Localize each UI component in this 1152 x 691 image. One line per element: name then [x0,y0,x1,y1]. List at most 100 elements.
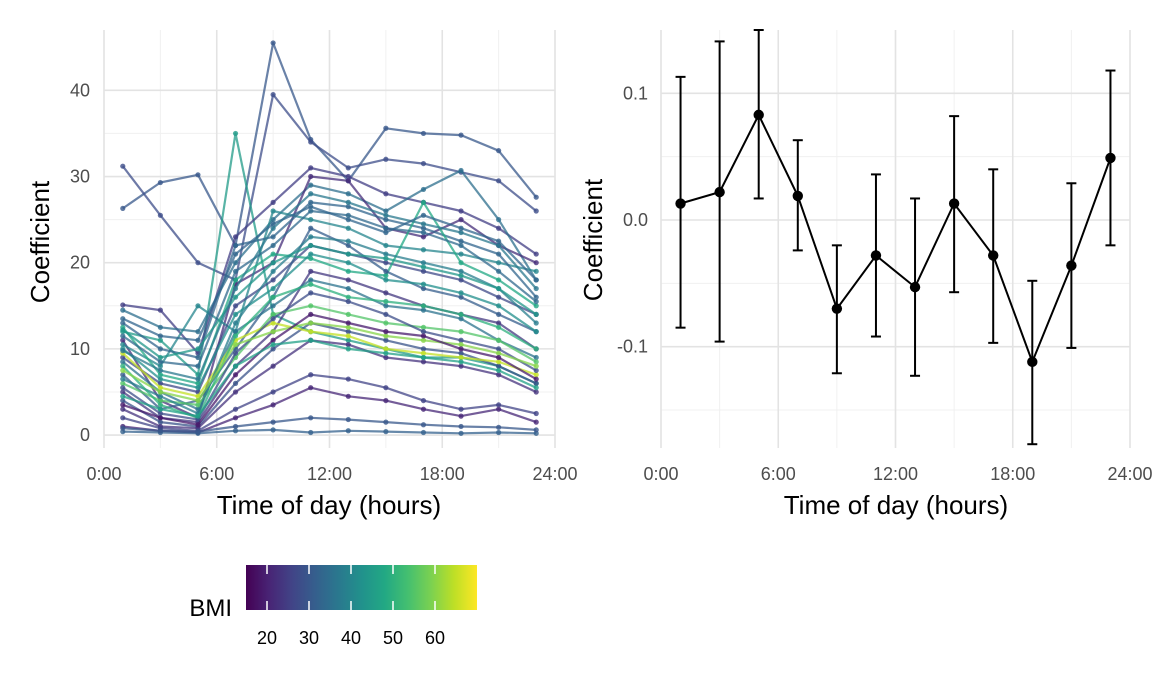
series-point [383,229,389,236]
series-line [120,199,539,361]
left-chart-panel: 0:00 6:00 12:00 18:00 24:00 0 10 20 30 40 Time o… [25,30,578,520]
series-point [120,327,126,333]
series-point [308,329,314,335]
series-point [496,148,502,154]
series-point [533,294,539,300]
series-point [308,320,314,326]
colorbar-tick-label: 20 [257,628,277,648]
series-point [496,320,502,326]
coefficient-point [1027,356,1038,368]
series-point [458,260,464,266]
series-point [195,363,201,369]
series-point [308,204,314,210]
left-y-tick-label: 0 [80,425,90,445]
series-point [232,320,239,326]
series-point [195,429,201,435]
series-point [533,260,539,266]
series-point [120,376,126,382]
series-point [533,372,539,378]
series-point [270,337,276,343]
series-point [533,354,539,361]
series-point [270,311,276,318]
series-point [458,363,464,369]
series-path [121,93,537,281]
series-point [232,260,239,266]
series-point [496,363,502,369]
series-point [420,337,427,343]
series-point [383,385,389,391]
series-point [195,260,201,266]
series-point [383,273,389,279]
series-point [345,277,351,283]
series-point [308,415,314,421]
series-path [122,205,537,342]
series-point [458,359,464,365]
series-point [496,354,502,361]
series-point [345,217,351,223]
series-path [122,428,537,435]
series-point [420,422,427,428]
series-path [122,339,537,430]
coefficient-point [948,198,960,209]
series-point [308,173,314,180]
series-point [232,406,239,412]
series-point [496,217,502,223]
series-point [120,367,126,374]
series-line [120,199,539,386]
series-point [157,307,163,313]
series-point [232,380,239,386]
series-point [458,430,464,436]
series-point [533,320,539,326]
series-point [496,277,502,283]
series-point [157,359,163,365]
series-point [232,277,239,283]
series-point [420,350,427,356]
series-path [122,321,537,398]
series-point [195,422,201,428]
series-point [383,191,389,197]
colorbar-tick-label: 60 [425,628,445,648]
series-point [383,298,389,305]
series-point [120,163,126,169]
series-point [458,329,464,335]
series-point [232,251,239,257]
series-point [420,247,427,253]
series-point [232,329,239,335]
series-point [308,268,314,274]
series-point [383,268,389,274]
series-point [345,173,351,180]
series-point [420,429,427,436]
series-point [458,217,464,223]
series-point [345,260,351,266]
series-point [383,429,389,435]
series-point [157,337,163,343]
right-grid [660,30,1131,448]
series-point [496,311,502,318]
series-point [533,268,539,274]
series-point [195,303,201,309]
series-point [420,229,427,236]
series-point [232,428,239,434]
series-point [420,406,427,412]
coefficient-point [753,109,764,121]
series-point [458,294,464,300]
series-point [195,354,201,361]
series-point [345,376,351,382]
series-point [383,125,389,131]
series-point [496,251,502,257]
series-point [458,242,464,249]
coefficient-point [792,190,803,202]
series-point [120,348,126,354]
series-point [157,380,163,386]
series-point [420,260,427,266]
series-point [345,298,351,305]
series-point [270,40,276,46]
series-point [458,225,464,231]
series-line [120,165,539,356]
series-point [383,354,389,361]
series-point [157,376,163,382]
series-point [157,402,163,408]
series-point [157,428,163,434]
series-point [345,285,351,292]
series-point [232,363,239,369]
